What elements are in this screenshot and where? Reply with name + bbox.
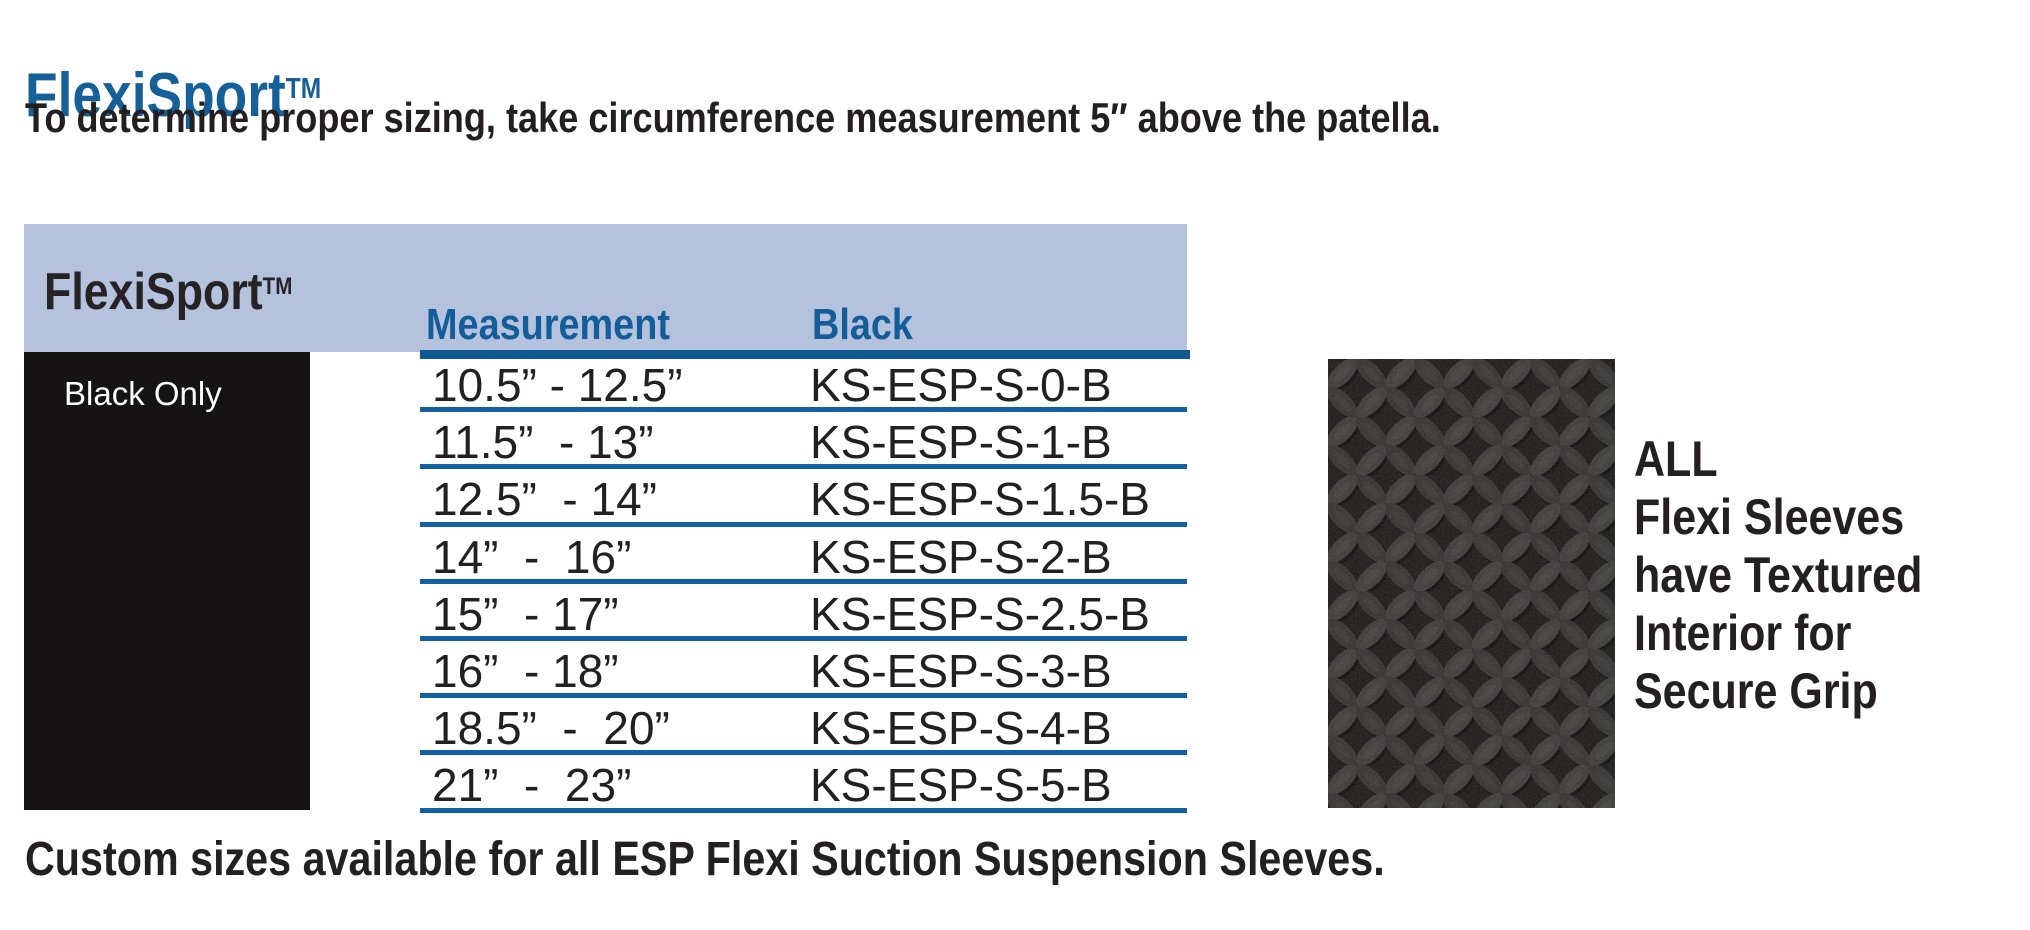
band-title-text: FlexiSport xyxy=(44,263,263,321)
note-line: ALL xyxy=(1634,431,1718,487)
product-code-cell: KS-ESP-S-3-B xyxy=(810,644,1112,697)
product-code-cell: KS-ESP-S-1.5-B xyxy=(810,473,1150,526)
texture-note: ALL Flexi Sleeves have Textured Interior… xyxy=(1634,430,1969,720)
product-code-cell: KS-ESP-S-0-B xyxy=(810,359,1112,411)
header-underline xyxy=(420,350,1190,359)
measurement-cell: 16” - 18” xyxy=(432,644,619,697)
measurement-cell: 18.5” - 20” xyxy=(432,702,670,755)
band-trademark-superscript: TM xyxy=(262,273,293,301)
column-header-black: Black xyxy=(812,300,913,349)
table-band-title: FlexiSportTM xyxy=(44,266,333,318)
trademark-superscript: TM xyxy=(285,72,322,105)
texture-swatch-image xyxy=(1328,359,1615,808)
measurement-cell: 15” - 17” xyxy=(432,587,619,640)
table-row: 10.5” - 12.5” KS-ESP-S-0-B xyxy=(420,355,1187,413)
sizing-instruction: To determine proper sizing, take circumf… xyxy=(25,94,1441,141)
column-header-measurement: Measurement xyxy=(426,300,670,349)
table-row: 11.5” - 13” KS-ESP-S-1-B xyxy=(420,412,1187,470)
table-row: 14” - 16” KS-ESP-S-2-B xyxy=(420,527,1187,584)
note-line: Secure Grip xyxy=(1634,663,1878,719)
page-title: FlexiSportTM xyxy=(25,60,369,131)
product-code-cell: KS-ESP-S-1-B xyxy=(810,416,1112,469)
measurement-cell: 12.5” - 14” xyxy=(432,473,657,526)
product-code-cell: KS-ESP-S-2.5-B xyxy=(810,587,1150,640)
custom-sizes-note: Custom sizes available for all ESP Flexi… xyxy=(25,833,1385,886)
note-line: Interior for xyxy=(1634,605,1852,661)
product-code-cell: KS-ESP-S-4-B xyxy=(810,702,1112,755)
product-code-cell: KS-ESP-S-5-B xyxy=(810,759,1112,812)
table-row: 16” - 18” KS-ESP-S-3-B xyxy=(420,641,1187,699)
measurement-cell: 10.5” - 12.5” xyxy=(432,359,683,411)
note-line: have Textured xyxy=(1634,547,1923,603)
black-only-label: Black Only xyxy=(64,375,222,412)
measurement-cell: 11.5” - 13” xyxy=(432,416,654,469)
note-line: Flexi Sleeves xyxy=(1634,489,1905,545)
measurement-cell: 14” - 16” xyxy=(432,530,632,583)
product-code-cell: KS-ESP-S-2-B xyxy=(810,530,1112,583)
size-table-rows: 10.5” - 12.5” KS-ESP-S-0-B 11.5” - 13” K… xyxy=(420,355,1187,813)
table-row: 18.5” - 20” KS-ESP-S-4-B xyxy=(420,698,1187,756)
table-row: 15” - 17” KS-ESP-S-2.5-B xyxy=(420,584,1187,641)
table-row: 21” - 23” KS-ESP-S-5-B xyxy=(420,755,1187,813)
measurement-cell: 21” - 23” xyxy=(432,759,632,812)
table-row: 12.5” - 14” KS-ESP-S-1.5-B xyxy=(420,469,1187,527)
black-only-box: Black Only xyxy=(24,352,310,810)
page-title-text: FlexiSport xyxy=(25,60,286,130)
table-header-band: FlexiSportTM Measurement Black xyxy=(24,224,1187,352)
